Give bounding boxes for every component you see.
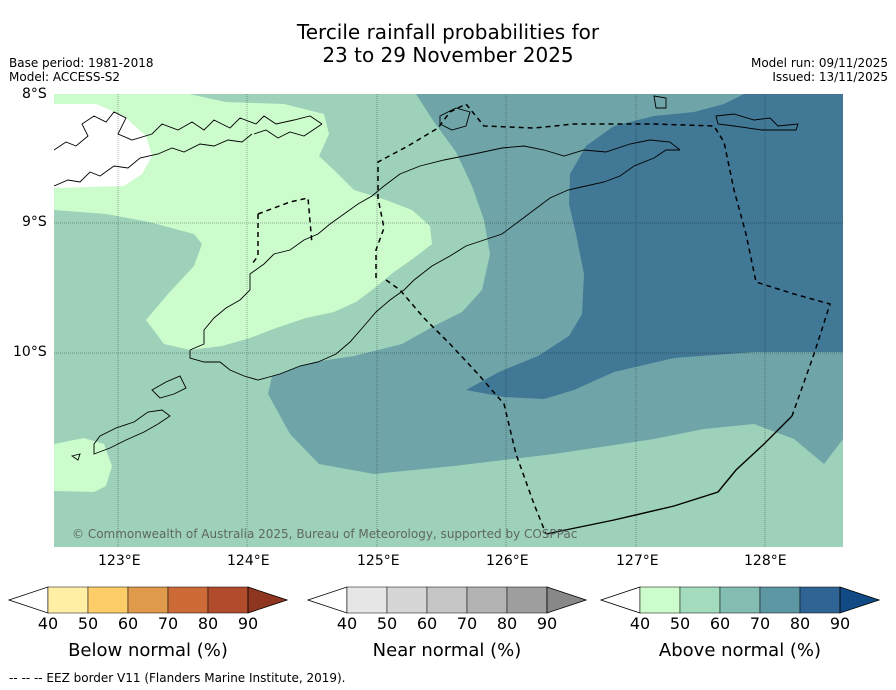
near-normal-under-triangle [306,586,348,614]
below-normal-under-triangle [7,586,49,614]
below-normal-color-swatch [167,586,209,614]
below-normal-color-swatch [127,586,169,614]
near-normal-tick-label: 60 [416,614,438,633]
above-normal-tick-label: 40 [629,614,651,633]
below-normal-tick-label: 60 [117,614,139,633]
above-normal-color-swatch [799,586,841,614]
near-normal-color-swatch [466,586,508,614]
below-normal-tick-label: 90 [237,614,259,633]
issued-date: Issued: 13/11/2025 [772,70,888,84]
eez-border [251,103,831,535]
lon-label-127e: 127°E [616,553,659,569]
above-normal-color-swatch [639,586,681,614]
near-normal-legend: 40 50 60 70 80 90 Near normal (%) [306,586,588,666]
above-normal-tick-label: 90 [829,614,851,633]
below-normal-tick-label: 50 [77,614,99,633]
near-normal-color-swatch [426,586,468,614]
above-normal-tick-label: 60 [709,614,731,633]
above-normal-legend-title: Above normal (%) [658,640,822,661]
map-title-line2: 23 to 29 November 2025 [322,43,574,67]
below-normal-color-swatch [47,586,89,614]
below-normal-tick-label: 70 [157,614,179,633]
below-normal-colorbar [7,586,289,614]
near-normal-color-swatch [506,586,548,614]
near-normal-over-triangle [546,586,588,614]
below-normal-color-swatch [207,586,249,614]
map-title-line1: Tercile rainfall probabilities for [296,20,600,44]
above-normal-colorbar [599,586,881,614]
lat-label-8s: 8°S [22,86,47,102]
base-period: Base period: 1981-2018 [9,56,154,70]
no-data-region [54,104,152,188]
below-normal-tick-label: 40 [37,614,59,633]
border-solid-segment [545,415,793,535]
below-normal-tick-label: 80 [197,614,219,633]
lon-label-124e: 124°E [227,553,270,569]
near-normal-legend-title: Near normal (%) [372,640,522,661]
above-normal-under-triangle [599,586,641,614]
above-normal-legend: 40 50 60 70 80 90 Above normal (%) [599,586,881,666]
near-normal-tick-label: 80 [496,614,518,633]
near-normal-tick-label: 40 [336,614,358,633]
near-normal-tick-label: 50 [376,614,398,633]
below-normal-legend-title: Below normal (%) [68,640,228,661]
lon-label-128e: 128°E [744,553,787,569]
lat-label-10s: 10°S [13,344,47,360]
lon-label-126e: 126°E [486,553,529,569]
near-normal-tick-label: 90 [536,614,558,633]
model-name: Model: ACCESS-S2 [9,70,121,84]
lon-label-123e: 123°E [98,553,141,569]
lat-label-9s: 9°S [22,214,47,230]
near-normal-color-swatch [386,586,428,614]
below-normal-legend: 40 50 60 70 80 90 Below normal (%) [7,586,289,666]
probability-region-70 [466,94,843,399]
lon-label-125e: 125°E [357,553,400,569]
near-normal-color-swatch [346,586,388,614]
eez-footnote: -- -- -- EEZ border V11 (Flanders Marine… [9,671,346,685]
near-normal-tick-label: 70 [456,614,478,633]
below-normal-color-swatch [87,586,129,614]
rainfall-probability-map [54,94,843,547]
probability-region-40-sw [54,438,112,492]
below-normal-over-triangle [247,586,289,614]
above-normal-over-triangle [839,586,881,614]
above-normal-tick-label: 70 [749,614,771,633]
graticule [54,94,843,547]
model-run-date: Model run: 09/11/2025 [750,56,888,70]
copyright-notice: © Commonwealth of Australia 2025, Bureau… [72,527,578,541]
coastlines [54,95,799,461]
above-normal-tick-label: 80 [789,614,811,633]
above-normal-color-swatch [719,586,761,614]
above-normal-color-swatch [679,586,721,614]
above-normal-color-swatch [759,586,801,614]
above-normal-tick-label: 50 [669,614,691,633]
near-normal-colorbar [306,586,588,614]
